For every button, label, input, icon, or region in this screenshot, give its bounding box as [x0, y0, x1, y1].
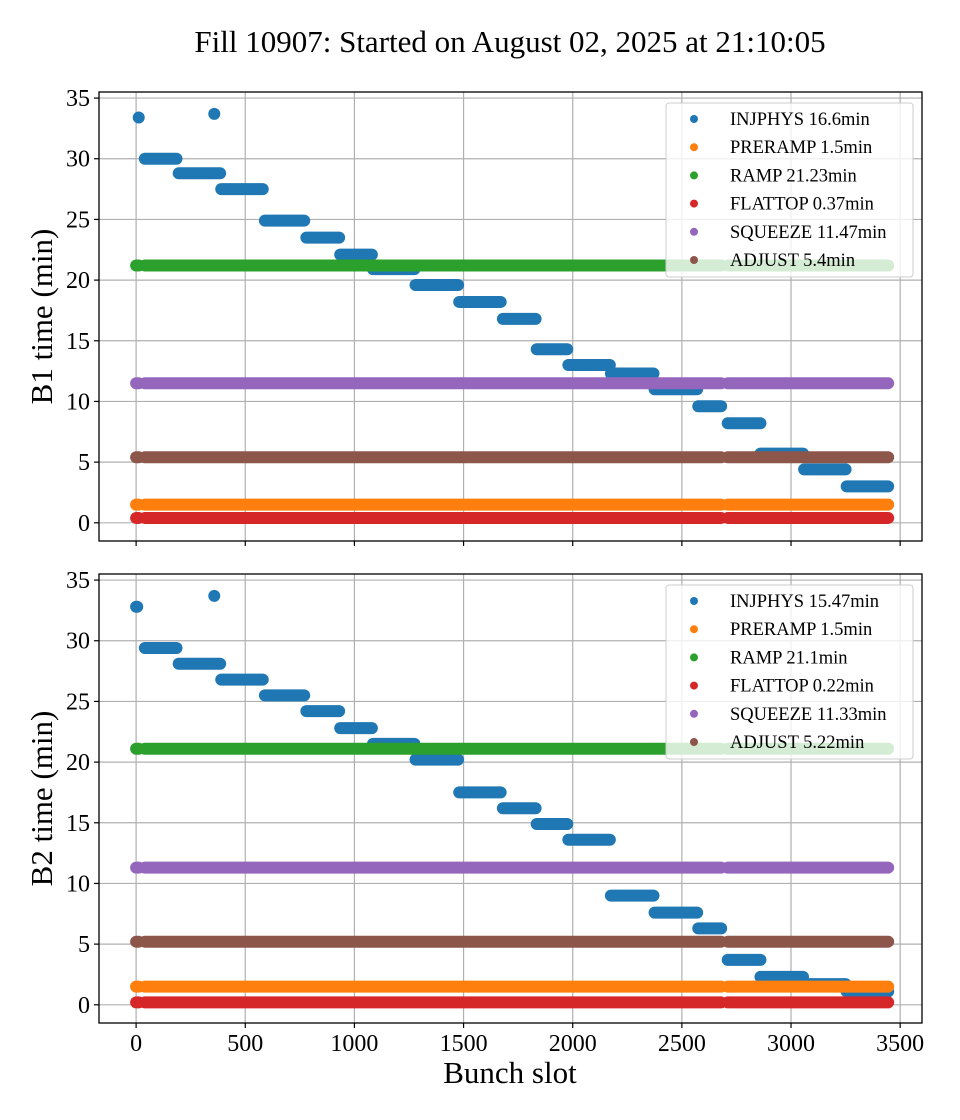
legend-marker: [690, 171, 698, 180]
legend-entry: ADJUST 5.22min: [730, 733, 864, 753]
legend-entry: PRERAMP 1.5min: [730, 620, 872, 640]
x-tick-label: 3000: [767, 1031, 815, 1057]
legend-entry: ADJUST 5.4min: [730, 251, 855, 271]
axes-frame: [98, 573, 923, 1024]
y-tick-label: 30: [66, 629, 90, 655]
injphys-point: [208, 589, 221, 602]
legend-marker: [690, 256, 698, 264]
legend-frame: [665, 102, 914, 278]
y-tick-label: 5: [78, 932, 90, 958]
legend: INJPHYS 16.6min PRERAMP 1.5min RAMP 21.23m…: [665, 102, 914, 278]
chart-title: Fill 10907: Started on August 02, 2025 a…: [194, 24, 825, 59]
legend-marker: [690, 115, 698, 123]
y-axis-label: B2 time (min): [24, 711, 59, 887]
legend-marker: [690, 227, 698, 236]
legend-entry: SQUEEZE 11.33min: [730, 705, 887, 725]
y-tick-label: 0: [78, 511, 90, 537]
axes-frame: [98, 91, 923, 542]
legend-entry: INJPHYS 16.6min: [730, 110, 870, 130]
legend-entry: INJPHYS 15.47min: [730, 592, 879, 612]
legend: INJPHYS 15.47min PRERAMP 1.5min RAMP 21.1m…: [665, 584, 914, 760]
y-tick-label: 20: [66, 750, 90, 776]
x-tick-label: 2000: [549, 1031, 597, 1057]
legend-frame: [665, 584, 914, 760]
legend-marker: [690, 653, 698, 662]
x-axis-label: Bunch slot: [443, 1055, 577, 1090]
legend-entry: FLATTOP 0.22min: [730, 677, 874, 697]
y-axis-label: B1 time (min): [24, 229, 59, 405]
x-tick-label: 2500: [658, 1031, 706, 1057]
y-tick-label: 15: [66, 811, 90, 837]
panel-b1: 0 5 10 15 20 25 30 35 B1 time (min) INJPHYS 16.6m…: [24, 86, 923, 546]
y-tick-label: 25: [66, 689, 90, 715]
y-tick-label: 25: [66, 207, 90, 233]
panel-b2: 0 5 10 15 20 25 30 35 0 500 1000 1500 2000 2500 3000 35…: [24, 568, 924, 1057]
legend-marker: [690, 143, 698, 152]
legend-entry: RAMP 21.1min: [730, 648, 848, 668]
x-tick-label: 500: [227, 1031, 263, 1057]
injphys-point: [208, 107, 221, 120]
x-tick-label: 0: [130, 1031, 142, 1057]
legend-entry: PRERAMP 1.5min: [730, 138, 872, 158]
legend-marker: [690, 597, 698, 605]
y-tick-label: 20: [66, 268, 90, 294]
legend-marker: [690, 738, 698, 746]
y-tick-label: 30: [66, 147, 90, 173]
y-tick-label: 15: [66, 329, 90, 355]
legend-marker: [690, 199, 698, 208]
y-tick-label: 35: [66, 568, 90, 594]
y-tick-label: 10: [66, 389, 90, 415]
y-tick-label: 0: [78, 993, 90, 1019]
x-tick-label: 1500: [440, 1031, 488, 1057]
legend-marker: [690, 681, 698, 690]
legend-entry: FLATTOP 0.37min: [730, 195, 874, 215]
legend-entry: RAMP 21.23min: [730, 166, 857, 186]
x-tick-label: 3500: [876, 1031, 924, 1057]
legend-marker: [690, 625, 698, 634]
y-tick-label: 10: [66, 871, 90, 897]
x-tick-label: 1000: [330, 1031, 378, 1057]
legend-entry: SQUEEZE 11.47min: [730, 223, 887, 243]
y-tick-label: 5: [78, 450, 90, 476]
y-tick-label: 35: [66, 86, 90, 112]
injphys-point: [132, 111, 145, 124]
legend-marker: [690, 709, 698, 718]
